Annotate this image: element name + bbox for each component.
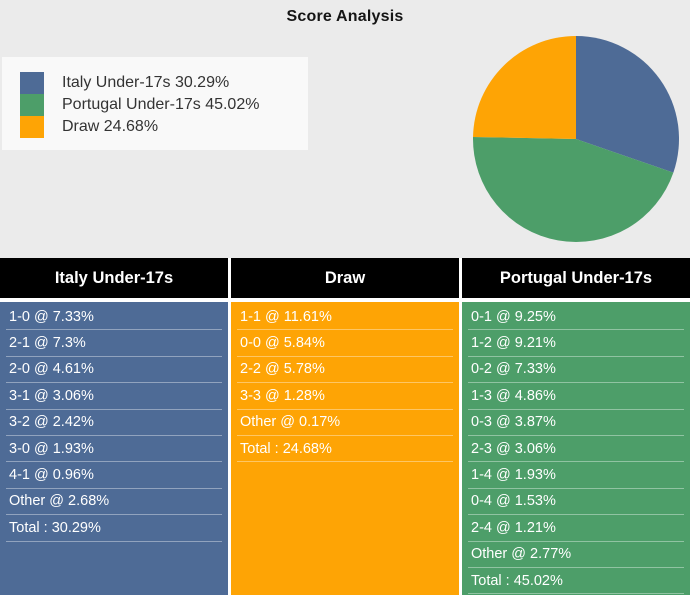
score-row: 2-0 @ 4.61% xyxy=(6,357,222,384)
score-row-total: Total : 30.29% xyxy=(6,515,222,542)
score-column-draw: Draw 1-1 @ 11.61% 0-0 @ 5.84% 2-2 @ 5.78… xyxy=(231,258,459,595)
score-analysis-chart-area: Score Analysis Italy Under-17s 30.29% Po… xyxy=(0,0,690,258)
score-row: 2-4 @ 1.21% xyxy=(468,515,684,542)
score-row: 0-3 @ 3.87% xyxy=(468,410,684,436)
score-tables: Italy Under-17s 1-0 @ 7.33% 2-1 @ 7.3% 2… xyxy=(0,258,690,595)
column-body-portugal: 0-1 @ 9.25% 1-2 @ 9.21% 0-2 @ 7.33% 1-3 … xyxy=(462,302,690,595)
score-row: 3-0 @ 1.93% xyxy=(6,436,222,463)
score-row: 1-3 @ 4.86% xyxy=(468,383,684,410)
pie-slice-portugal-under-17s[interactable] xyxy=(472,136,674,243)
score-row: 2-2 @ 5.78% xyxy=(237,357,453,384)
score-row-total: Total : 24.68% xyxy=(237,436,453,463)
score-row: 0-2 @ 7.33% xyxy=(468,357,684,384)
score-row: Other @ 0.17% xyxy=(237,410,453,436)
legend-swatch-italy xyxy=(20,72,44,94)
column-header-draw: Draw xyxy=(231,258,459,298)
score-column-italy: Italy Under-17s 1-0 @ 7.33% 2-1 @ 7.3% 2… xyxy=(0,258,228,595)
score-row: 3-1 @ 3.06% xyxy=(6,383,222,410)
legend-label: Draw 24.68% xyxy=(62,118,159,135)
column-header-portugal: Portugal Under-17s xyxy=(462,258,690,298)
pie-slice-italy-under-17s[interactable] xyxy=(576,36,680,173)
pie-slice-draw[interactable] xyxy=(473,36,576,139)
legend-item-italy[interactable]: Italy Under-17s 30.29% xyxy=(20,72,308,94)
score-row: 1-0 @ 7.33% xyxy=(6,304,222,331)
score-column-portugal: Portugal Under-17s 0-1 @ 9.25% 1-2 @ 9.2… xyxy=(462,258,690,595)
score-row: 1-4 @ 1.93% xyxy=(468,462,684,489)
legend-swatch-draw xyxy=(20,116,44,138)
pie-chart xyxy=(472,36,680,243)
score-row: Other @ 2.77% xyxy=(468,542,684,568)
legend-label: Italy Under-17s 30.29% xyxy=(62,74,230,91)
legend-item-portugal[interactable]: Portugal Under-17s 45.02% xyxy=(20,94,308,116)
score-row: 0-4 @ 1.53% xyxy=(468,489,684,516)
page-title: Score Analysis xyxy=(286,8,404,25)
score-row: 3-2 @ 2.42% xyxy=(6,410,222,436)
column-header-italy: Italy Under-17s xyxy=(0,258,228,298)
legend-label: Portugal Under-17s 45.02% xyxy=(62,96,260,113)
score-row: 1-1 @ 11.61% xyxy=(237,304,453,331)
score-row: 2-1 @ 7.3% xyxy=(6,330,222,357)
column-body-italy: 1-0 @ 7.33% 2-1 @ 7.3% 2-0 @ 4.61% 3-1 @… xyxy=(0,302,228,595)
column-body-draw: 1-1 @ 11.61% 0-0 @ 5.84% 2-2 @ 5.78% 3-3… xyxy=(231,302,459,595)
score-row: 3-3 @ 1.28% xyxy=(237,383,453,410)
legend-item-draw[interactable]: Draw 24.68% xyxy=(20,116,308,138)
score-row-total: Total : 45.02% xyxy=(468,568,684,595)
score-row: 4-1 @ 0.96% xyxy=(6,462,222,489)
pie-legend: Italy Under-17s 30.29% Portugal Under-17… xyxy=(2,57,308,150)
legend-swatch-portugal xyxy=(20,94,44,116)
score-row: 2-3 @ 3.06% xyxy=(468,436,684,463)
score-row: 0-1 @ 9.25% xyxy=(468,304,684,331)
score-row: 0-0 @ 5.84% xyxy=(237,330,453,357)
score-row: 1-2 @ 9.21% xyxy=(468,330,684,357)
score-row: Other @ 2.68% xyxy=(6,489,222,516)
